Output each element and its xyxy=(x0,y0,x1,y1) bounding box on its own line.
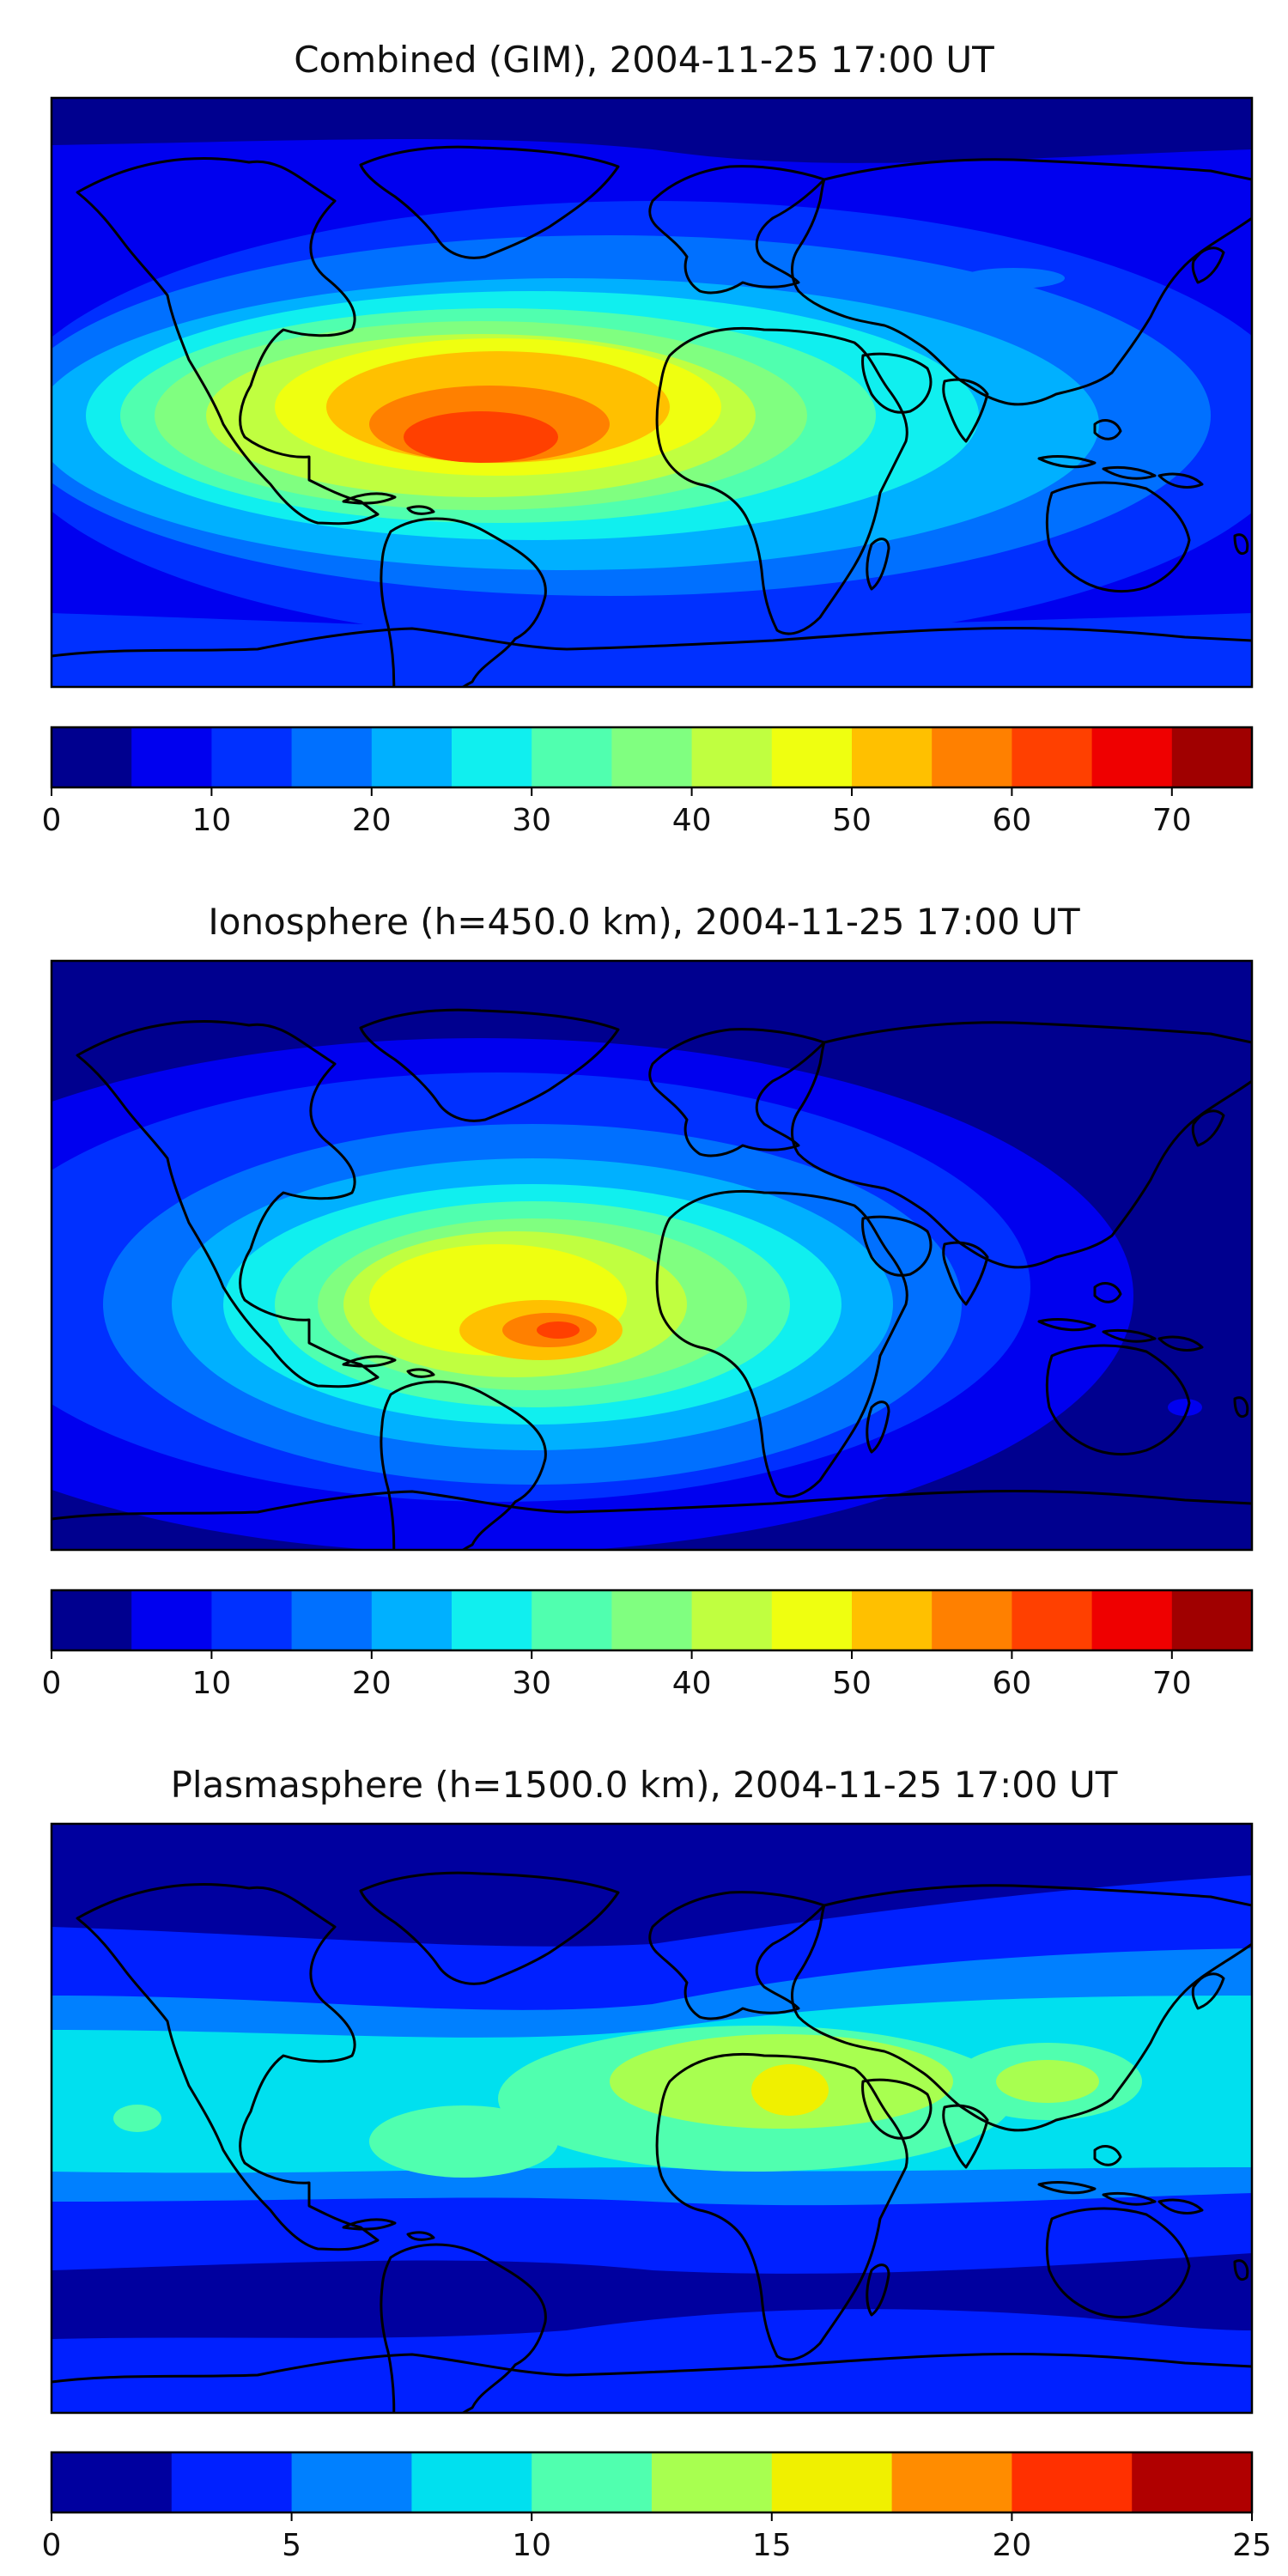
colorbar-segment xyxy=(452,1590,532,1650)
colorbar-plasmasphere: 0 5 10 15 20 25 xyxy=(42,2451,1272,2563)
panel-ionosphere: Ionosphere (h=450.0 km), 2004-11-25 17:0… xyxy=(42,901,1254,1701)
panel-combined: Combined (GIM), 2004-11-25 17:00 UT xyxy=(42,39,1254,838)
colorbar-segment xyxy=(52,2452,173,2512)
tec-map-plasmasphere xyxy=(52,1824,1252,2413)
colorbar-tick-label: 10 xyxy=(512,2528,551,2563)
colorbar-tick-label: 15 xyxy=(752,2528,792,2563)
colorbar-segment xyxy=(532,727,612,787)
colorbar-combined: 0 10 20 30 40 50 60 70 xyxy=(42,726,1254,838)
colorbar-segment xyxy=(171,2452,293,2512)
colorbar-segment xyxy=(1012,1590,1093,1650)
colorbar-frame xyxy=(50,2451,1254,2514)
colorbar-segment xyxy=(371,727,453,787)
colorbar-segment xyxy=(1012,2452,1133,2512)
colorbar-tick-label: 0 xyxy=(42,1666,62,1701)
colorbar-segment xyxy=(611,1590,693,1650)
colorbar-tick-label: 60 xyxy=(992,1666,1031,1701)
colorbar-tick-label: 10 xyxy=(191,1666,231,1701)
colorbar-segment xyxy=(291,1590,373,1650)
colorbar-segment xyxy=(52,727,132,787)
colorbar-tick-label: 30 xyxy=(512,803,551,838)
colorbar-segment xyxy=(1171,1590,1253,1650)
colorbar-segment xyxy=(691,727,773,787)
colorbar-segment xyxy=(131,1590,212,1650)
colorbar-tick-label: 40 xyxy=(672,803,712,838)
colorbar-tick-label: 30 xyxy=(512,1666,551,1701)
colorbar-segment xyxy=(532,2452,653,2512)
colorbar-tick-label: 40 xyxy=(672,1666,712,1701)
colorbar-frame xyxy=(50,1589,1254,1652)
colorbar-segment xyxy=(771,1590,853,1650)
colorbar-tick-label: 25 xyxy=(1232,2528,1272,2563)
colorbar-segment xyxy=(211,1590,293,1650)
colorbar-segment xyxy=(211,727,293,787)
panel-title-plasmasphere: Plasmasphere (h=1500.0 km), 2004-11-25 1… xyxy=(171,1764,1118,1806)
colorbar-segment xyxy=(291,727,373,787)
panel-title-combined: Combined (GIM), 2004-11-25 17:00 UT xyxy=(294,39,994,81)
colorbar-tick-label: 60 xyxy=(992,803,1031,838)
colorbar-segment xyxy=(691,1590,773,1650)
colorbar-tick-label: 5 xyxy=(282,2528,301,2563)
colorbar-segment xyxy=(291,2452,412,2512)
colorbar-tick-label: 10 xyxy=(191,803,231,838)
colorbar-segment xyxy=(852,1590,933,1650)
tec-map-combined xyxy=(52,98,1252,687)
colorbar-segment xyxy=(1012,727,1093,787)
colorbar-tick-label: 0 xyxy=(42,803,62,838)
colorbar-segment xyxy=(1171,727,1253,787)
colorbar-tick-label: 20 xyxy=(352,803,392,838)
colorbar-tick-label: 70 xyxy=(1152,1666,1192,1701)
colorbar-segment xyxy=(411,2452,532,2512)
colorbar-segment xyxy=(852,727,933,787)
colorbar-segment xyxy=(1091,727,1173,787)
colorbar-tick-label: 20 xyxy=(352,1666,392,1701)
colorbar-segment xyxy=(771,2452,893,2512)
panel-title-ionosphere: Ionosphere (h=450.0 km), 2004-11-25 17:0… xyxy=(208,901,1080,943)
panel-plasmasphere: Plasmasphere (h=1500.0 km), 2004-11-25 1… xyxy=(42,1764,1272,2563)
colorbar-segment xyxy=(131,727,212,787)
colorbar-segment xyxy=(371,1590,453,1650)
colorbar-segment xyxy=(611,727,693,787)
colorbar-segment xyxy=(652,2452,773,2512)
colorbar-tick-label: 70 xyxy=(1152,803,1192,838)
colorbar-tick-label: 0 xyxy=(42,2528,62,2563)
colorbar-segment xyxy=(52,1590,132,1650)
colorbar-segment xyxy=(891,2452,1012,2512)
colorbar-ionosphere: 0 10 20 30 40 50 60 70 xyxy=(42,1589,1254,1701)
colorbar-segment xyxy=(452,727,532,787)
colorbar-frame xyxy=(50,726,1254,789)
colorbar-segment xyxy=(932,1590,1012,1650)
colorbar-tick-label: 20 xyxy=(992,2528,1031,2563)
tec-map-ionosphere xyxy=(52,961,1252,1550)
colorbar-tick-label: 50 xyxy=(832,1666,872,1701)
colorbar-segment xyxy=(932,727,1012,787)
colorbar-segment xyxy=(771,727,853,787)
colorbar-segment xyxy=(1091,1590,1173,1650)
colorbar-segment xyxy=(1132,2452,1253,2512)
colorbar-tick-label: 50 xyxy=(832,803,872,838)
colorbar-segment xyxy=(532,1590,612,1650)
